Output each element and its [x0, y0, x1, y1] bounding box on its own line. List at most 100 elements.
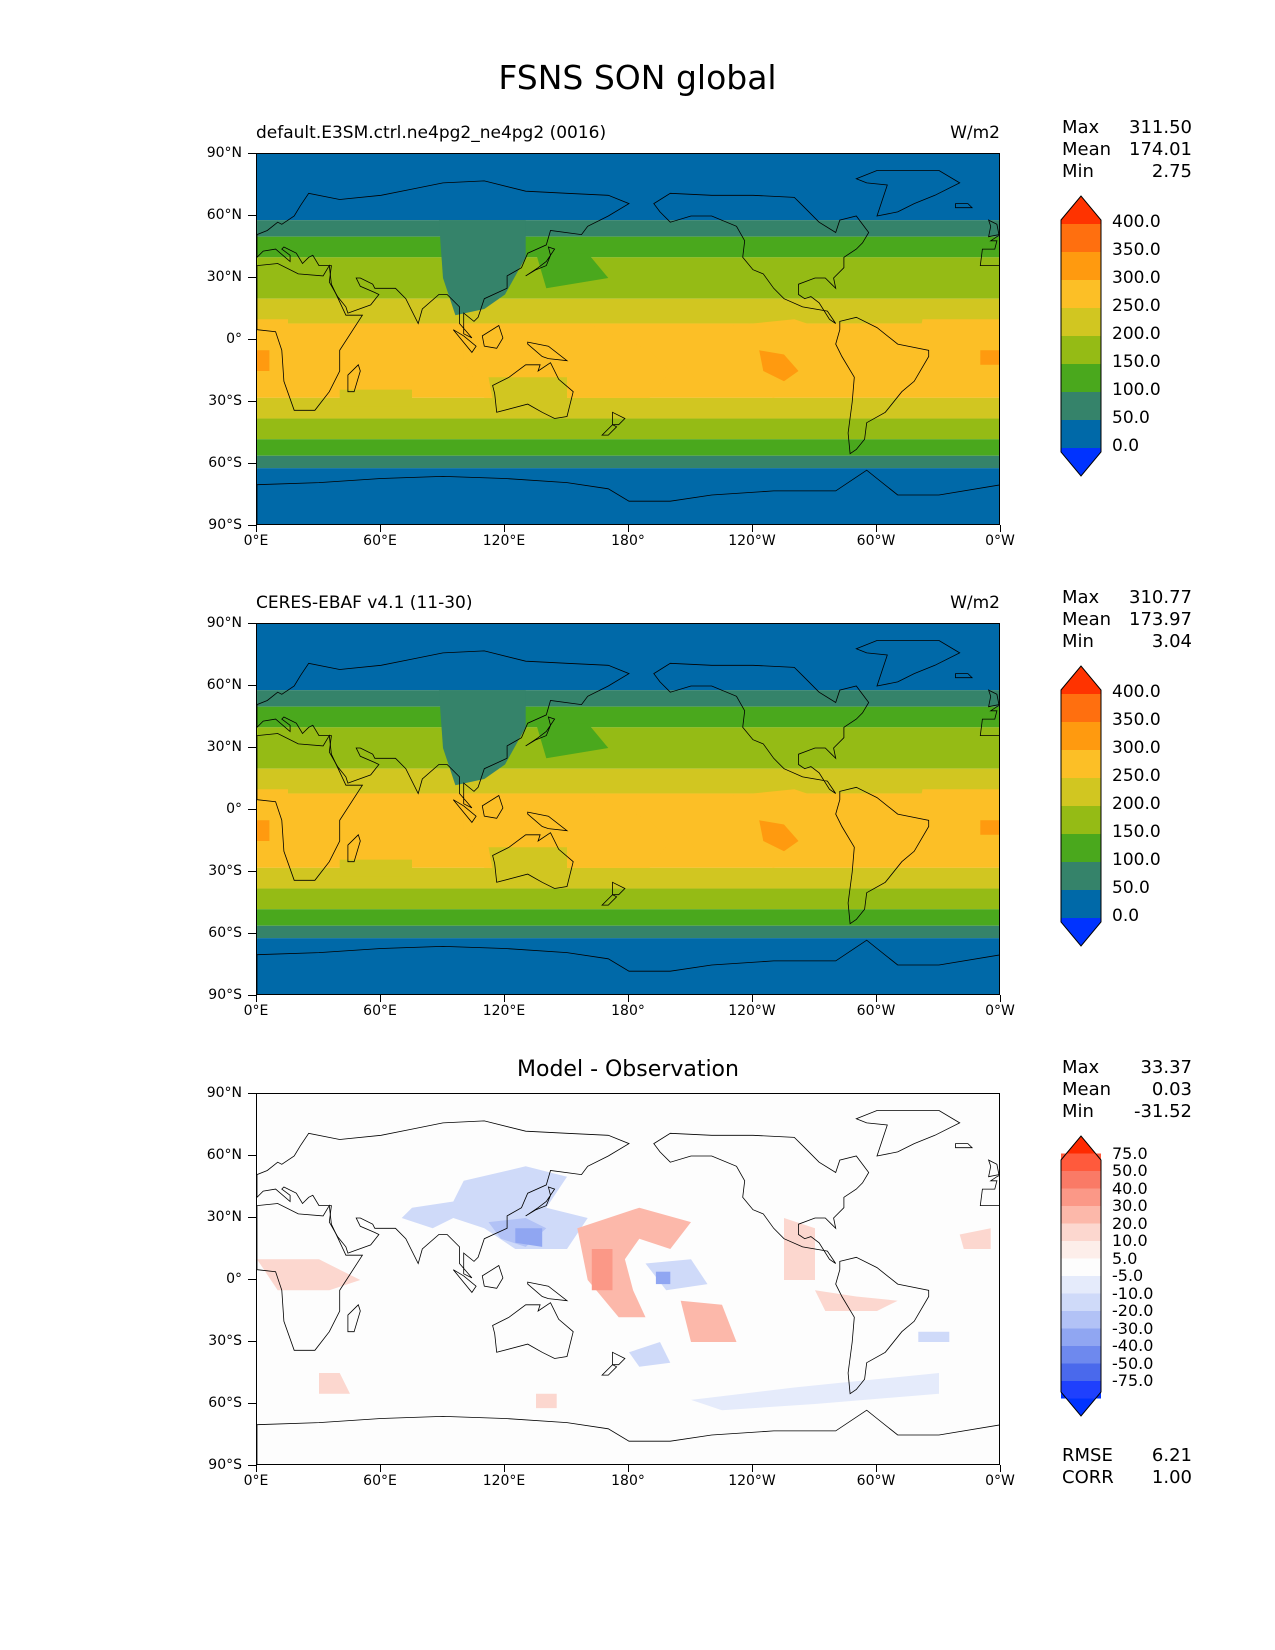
negative-anomaly-nz: [629, 1342, 671, 1367]
contour-band: [257, 236, 999, 258]
contour-band: [257, 925, 999, 939]
lon-tick-label: 180°: [611, 1473, 645, 1489]
stats-box: Max 310.77 Mean 173.97 Min 3.04: [1062, 587, 1192, 653]
lat-tick-label: 90°S: [208, 517, 242, 533]
positive-anomaly-core: [591, 1249, 613, 1291]
south-atlantic-peak-region: [980, 350, 999, 365]
lon-tick: [504, 995, 505, 1002]
colorbar-tick-label: 20.0: [1112, 1213, 1148, 1233]
colorbar: [1060, 665, 1102, 951]
observation-panel: CERES-EBAF v4.1 (11-30) W/m2 Max 310.77 M…: [0, 587, 1275, 1043]
colorbar-segment: [1061, 1276, 1101, 1294]
colorbar-segment: [1061, 308, 1101, 336]
eastern-pacific-region: [680, 789, 826, 868]
australia-region: [488, 377, 567, 411]
lon-tick-label: 0°W: [985, 1003, 1015, 1019]
colorbar-tick-label: 200.0: [1112, 324, 1161, 344]
lon-tick: [876, 995, 877, 1002]
model-panel: default.E3SM.ctrl.ne4pg2_ne4pg2 (0016) W…: [0, 117, 1275, 573]
lat-tick-label: 30°N: [206, 269, 242, 285]
colorbar-segment: [1061, 1258, 1101, 1276]
contour-band: [257, 257, 999, 299]
colorbar-segment: [1061, 252, 1101, 280]
lon-tick-label: 60°W: [856, 1003, 896, 1019]
max-label: Max: [1062, 117, 1100, 138]
lon-tick: [1000, 525, 1001, 532]
corr-value: 1.00: [1151, 1467, 1192, 1488]
north-pacific-region: [536, 723, 609, 759]
min-label: Min: [1062, 631, 1094, 652]
lon-tick: [628, 995, 629, 1002]
colorbar-segment: [1061, 1392, 1101, 1416]
lon-tick-label: 120°W: [728, 1003, 776, 1019]
colorbar-tick-label: 250.0: [1112, 296, 1161, 316]
lat-tick-label: 90°N: [206, 615, 242, 631]
lon-tick-label: 60°E: [363, 1003, 397, 1019]
contour-band: [257, 154, 999, 221]
colorbar-segment: [1061, 666, 1101, 694]
colorbar-segment: [1061, 448, 1101, 476]
positive-anomaly-peru: [815, 1290, 898, 1311]
peak-insolation-region: [759, 820, 799, 852]
colorbar-tick-label: 0.0: [1112, 906, 1140, 926]
mean-label: Mean: [1062, 1079, 1112, 1100]
colorbar-segment: [1061, 420, 1101, 448]
lat-tick: [248, 1341, 256, 1342]
lat-tick-label: 90°N: [206, 145, 242, 161]
contour-band: [257, 397, 999, 419]
contour-band: [257, 888, 999, 910]
indian-ocean-region: [339, 389, 412, 407]
colorbar-segment: [1061, 1328, 1101, 1346]
colorbar-segment: [1061, 750, 1101, 778]
lat-tick: [248, 1217, 256, 1218]
gulf-guinea-region: [257, 820, 270, 841]
lon-tick-label: 60°W: [856, 533, 896, 549]
contour-band: [257, 624, 999, 691]
lon-tick-label: 120°W: [728, 533, 776, 549]
colorbar-tick-label: -40.0: [1112, 1336, 1154, 1355]
colorbar-segment: [1061, 1171, 1101, 1189]
colorbar-segment: [1061, 1206, 1101, 1224]
map-svg: [257, 624, 999, 994]
colorbar-segment: [1061, 862, 1101, 890]
model-map: [256, 153, 1000, 525]
asian-monsoon-region: [438, 690, 526, 786]
contour-band: [257, 706, 999, 728]
positive-anomaly-africa: [257, 1259, 361, 1291]
north-pacific-region: [536, 253, 609, 289]
lat-tick: [248, 685, 256, 686]
colorbar-segment: [1061, 694, 1101, 722]
colorbar-tick-label: -50.0: [1112, 1353, 1154, 1373]
negative-anomaly-core: [515, 1228, 543, 1247]
contour-band: [257, 867, 999, 889]
eastern-pacific-region: [680, 319, 826, 398]
negative-anomaly-southern-ocean: [691, 1373, 939, 1411]
figure-title: FSNS SON global: [498, 58, 777, 97]
contour-band: [257, 909, 999, 926]
contour-band: [257, 690, 999, 707]
lat-tick-label: 90°S: [208, 987, 242, 1003]
colorbar-segment: [1061, 364, 1101, 392]
colorbar-tick-label: 10.0: [1112, 1231, 1148, 1250]
mean-value: 173.97: [1129, 609, 1192, 630]
colorbar-tick-label: 250.0: [1112, 766, 1161, 786]
lat-tick-label: 30°S: [208, 863, 242, 879]
lat-tick: [248, 153, 256, 154]
africa-west-region: [257, 789, 288, 862]
south-atlantic-peak-region: [980, 820, 999, 835]
colorbar-segment: [1061, 1363, 1101, 1381]
lat-tick-label: 0°: [226, 801, 242, 817]
panel-title: default.E3SM.ctrl.ne4pg2_ne4pg2 (0016): [256, 123, 607, 143]
lon-tick: [1000, 995, 1001, 1002]
lon-tick: [380, 1465, 381, 1472]
max-label: Max: [1062, 587, 1100, 608]
colorbar-tick-label: 200.0: [1112, 794, 1161, 814]
colorbar-tick-label: 50.0: [1112, 878, 1150, 898]
colorbar-tick-label: 400.0: [1112, 212, 1161, 232]
lon-tick: [876, 1465, 877, 1472]
contour-band: [257, 220, 999, 237]
lat-tick: [248, 339, 256, 340]
lon-tick: [380, 995, 381, 1002]
mean-label: Mean: [1062, 139, 1112, 160]
stats-box: Max 311.50 Mean 174.01 Min 2.75: [1062, 117, 1192, 183]
